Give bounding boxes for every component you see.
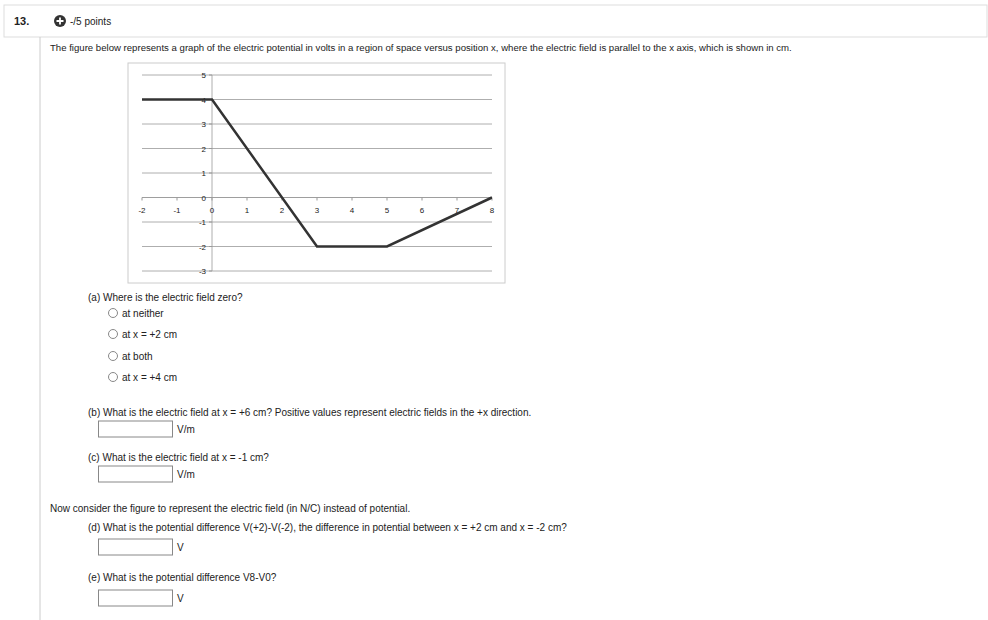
part-a-text: (a) Where is the electric field zero? <box>88 292 243 303</box>
unit: V <box>177 542 184 553</box>
y-tick <box>209 246 212 247</box>
x-tick-label: 8 <box>490 206 495 215</box>
x-tick <box>422 198 423 201</box>
part-text: (b) What is the electric field at x = +6… <box>88 407 531 418</box>
radio[interactable] <box>109 352 118 361</box>
grid-line <box>142 173 492 174</box>
x-tick <box>457 198 458 201</box>
radio[interactable] <box>109 309 118 318</box>
x-tick <box>142 198 143 201</box>
answer-box[interactable] <box>99 539 173 555</box>
x-tick-label: -1 <box>173 206 181 215</box>
y-tick-label: 3 <box>202 120 207 129</box>
page: 13. -/5 points The figure below represents… <box>0 0 988 620</box>
part-text: (e) What is the potential difference V8-… <box>88 572 277 583</box>
option-label: at neither <box>122 308 164 319</box>
y-tick <box>209 271 212 272</box>
x-tick-label: 2 <box>280 206 285 215</box>
note-text: Now consider the figure to represent the… <box>50 503 410 514</box>
x-tick <box>352 198 353 201</box>
option-label: at x = +4 cm <box>122 372 177 383</box>
question-number: 13. <box>14 15 29 27</box>
unit: V/m <box>177 424 195 435</box>
x-tick-label: 1 <box>245 206 250 215</box>
option-label: at x = +2 cm <box>122 329 177 340</box>
left-rule <box>40 37 41 620</box>
icon-plus <box>57 18 64 25</box>
y-tick-label: 0 <box>202 194 207 203</box>
x-tick <box>212 198 213 201</box>
x-tick <box>247 198 248 201</box>
x-tick-label: 3 <box>315 206 320 215</box>
x-tick <box>387 198 388 201</box>
y-tick-label: -3 <box>199 267 207 276</box>
answer-box[interactable] <box>99 421 173 437</box>
grid-line <box>142 271 492 272</box>
answer-box[interactable] <box>99 466 173 482</box>
points: -/5 points <box>70 16 111 27</box>
radio[interactable] <box>109 373 118 382</box>
icon-circle <box>54 15 66 27</box>
plot-area <box>142 100 492 247</box>
grid-line <box>142 75 492 76</box>
question-text: The figure below represents a graph of t… <box>50 42 792 53</box>
unit: V/m <box>177 469 195 480</box>
y-tick <box>209 222 212 223</box>
grid-line <box>142 124 492 125</box>
expand-icon[interactable] <box>54 15 66 27</box>
x-tick <box>317 198 318 201</box>
unit: V <box>177 593 184 604</box>
y-tick <box>209 75 212 76</box>
y-tick-label: 5 <box>202 71 207 80</box>
potential-line <box>142 100 492 247</box>
x-tick <box>177 198 178 201</box>
header-box <box>4 5 987 37</box>
answer-box[interactable] <box>99 590 173 606</box>
y-tick <box>209 124 212 125</box>
chart-frame <box>128 63 505 283</box>
grid-line <box>142 148 492 149</box>
y-tick-label: -1 <box>199 218 207 227</box>
y-tick <box>209 173 212 174</box>
y-tick-label: 1 <box>202 169 207 178</box>
radio[interactable] <box>109 330 118 339</box>
x-tick-label: 6 <box>420 206 425 215</box>
x-tick-label: -2 <box>138 206 146 215</box>
part-text: (d) What is the potential difference V(+… <box>88 522 567 533</box>
x-tick-label: 4 <box>350 206 355 215</box>
x-tick-label: 0 <box>210 206 215 215</box>
option-label: at both <box>122 351 153 362</box>
y-tick-label: 2 <box>202 145 207 154</box>
y-tick <box>209 148 212 149</box>
y-tick-label: -2 <box>199 243 207 252</box>
part-text: (c) What is the electric field at x = -1… <box>88 452 269 463</box>
x-tick-label: 5 <box>385 206 390 215</box>
